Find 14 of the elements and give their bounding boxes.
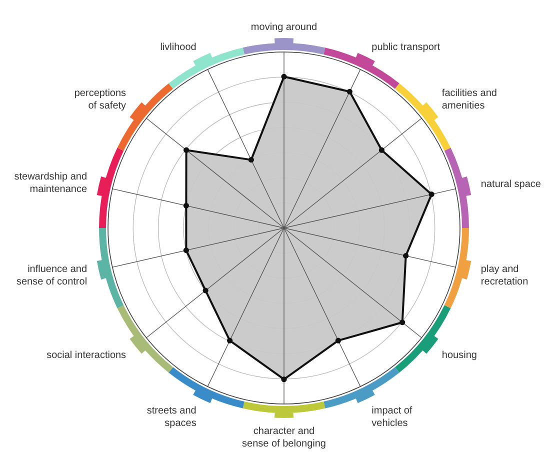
spoke-label: housing [442, 350, 477, 361]
spoke-label: character and sense of belonging [242, 426, 326, 450]
spoke-label: livlihood [160, 42, 196, 54]
spoke-label: streets and spaces [146, 405, 196, 429]
spoke-label: perceptions of safety [74, 88, 126, 112]
spoke-label: stewardship and maintenance [14, 171, 88, 195]
spoke-label: influence and sense of control [16, 264, 88, 288]
spoke-label: moving around [250, 22, 318, 33]
spoke-label: impact of vehicles [372, 405, 412, 429]
spoke-label: facilities and amenities [442, 88, 497, 112]
spoke-label: natural space [480, 179, 542, 190]
spoke-label: social interactions [46, 350, 126, 361]
spoke-label: play and recretation [480, 264, 528, 288]
spoke-label: public transport [372, 42, 440, 54]
